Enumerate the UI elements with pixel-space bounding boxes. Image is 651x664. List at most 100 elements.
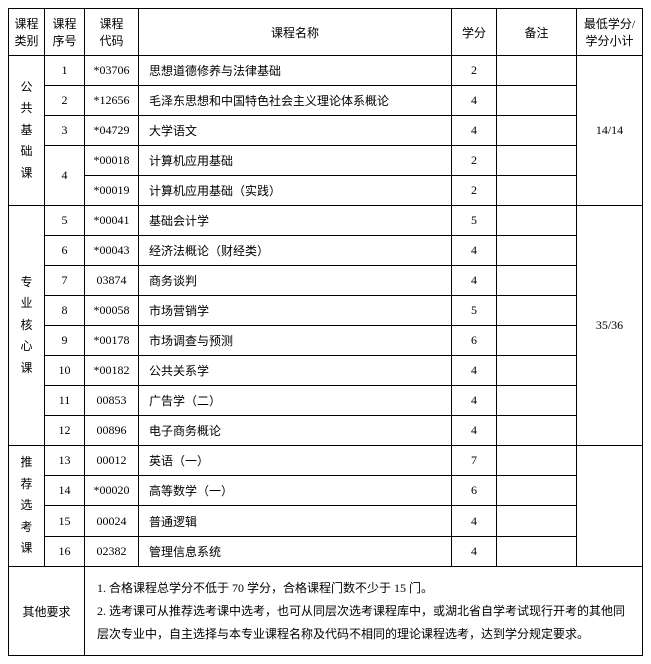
table-row: 15 00024 普通逻辑 4 (9, 506, 643, 536)
cell-credit: 2 (452, 146, 497, 176)
cell-code: 00896 (85, 416, 139, 446)
cell-remark (497, 476, 577, 506)
cell-seq: 4 (45, 146, 85, 206)
cell-remark (497, 506, 577, 536)
cell-code: *00058 (85, 296, 139, 326)
cell-remark (497, 206, 577, 236)
cell-credit: 5 (452, 296, 497, 326)
cell-code: 00012 (85, 446, 139, 476)
cell-remark (497, 266, 577, 296)
header-category: 课程 类别 (9, 9, 45, 56)
cell-remark (497, 446, 577, 476)
cell-code: 03874 (85, 266, 139, 296)
cell-name: 经济法概论（财经类） (139, 236, 452, 266)
cell-code: *00182 (85, 356, 139, 386)
cell-credit: 7 (452, 446, 497, 476)
cell-credit: 4 (452, 116, 497, 146)
cell-code: 00024 (85, 506, 139, 536)
cell-remark (497, 86, 577, 116)
table-row: 16 02382 管理信息系统 4 (9, 536, 643, 566)
cell-seq: 16 (45, 536, 85, 566)
other-requirements-row: 其他要求 1. 合格课程总学分不低于 70 学分，合格课程门数不少于 15 门。… (9, 566, 643, 655)
table-row: 10 *00182 公共关系学 4 (9, 356, 643, 386)
cell-seq: 15 (45, 506, 85, 536)
table-row: 6 *00043 经济法概论（财经类） 4 (9, 236, 643, 266)
cell-name: 公共关系学 (139, 356, 452, 386)
cell-remark (497, 386, 577, 416)
cell-remark (497, 296, 577, 326)
cell-name: 市场营销学 (139, 296, 452, 326)
cell-code: *00041 (85, 206, 139, 236)
cell-seq: 10 (45, 356, 85, 386)
cell-credit: 4 (452, 536, 497, 566)
table-row: 公共基础课 1 *03706 思想道德修养与法律基础 2 14/14 (9, 56, 643, 86)
other-label: 其他要求 (9, 566, 85, 655)
cell-remark (497, 176, 577, 206)
cell-seq: 13 (45, 446, 85, 476)
cell-remark (497, 146, 577, 176)
cell-remark (497, 56, 577, 86)
cell-name: 电子商务概论 (139, 416, 452, 446)
header-name: 课程名称 (139, 9, 452, 56)
cell-code: 02382 (85, 536, 139, 566)
cell-seq: 6 (45, 236, 85, 266)
other-content: 1. 合格课程总学分不低于 70 学分，合格课程门数不少于 15 门。 2. 选… (85, 566, 643, 655)
cell-credit: 2 (452, 56, 497, 86)
cell-credit: 4 (452, 266, 497, 296)
cell-credit: 4 (452, 86, 497, 116)
header-subtotal: 最低学分/ 学分小计 (577, 9, 643, 56)
cell-remark (497, 236, 577, 266)
header-seq: 课程 序号 (45, 9, 85, 56)
cell-code: *03706 (85, 56, 139, 86)
header-code: 课程 代码 (85, 9, 139, 56)
cell-seq: 8 (45, 296, 85, 326)
cell-seq: 2 (45, 86, 85, 116)
header-row: 课程 类别 课程 序号 课程 代码 课程名称 学分 备注 最低学分/ 学分小计 (9, 9, 643, 56)
table-row: *00019 计算机应用基础（实践） 2 (9, 176, 643, 206)
cell-name: 大学语文 (139, 116, 452, 146)
cell-remark (497, 326, 577, 356)
table-row: 推荐选考课 13 00012 英语（一） 7 (9, 446, 643, 476)
cell-code: *00018 (85, 146, 139, 176)
cell-remark (497, 416, 577, 446)
cell-name: 管理信息系统 (139, 536, 452, 566)
cell-seq: 1 (45, 56, 85, 86)
cell-remark (497, 536, 577, 566)
cell-credit: 4 (452, 356, 497, 386)
subtotal-elective (577, 446, 643, 567)
cell-seq: 9 (45, 326, 85, 356)
table-row: 9 *00178 市场调查与预测 6 (9, 326, 643, 356)
table-row: 专业核心课 5 *00041 基础会计学 5 35/36 (9, 206, 643, 236)
cell-code: *00019 (85, 176, 139, 206)
cell-seq: 11 (45, 386, 85, 416)
cell-name: 高等数学（一） (139, 476, 452, 506)
cell-code: 00853 (85, 386, 139, 416)
table-row: 2 *12656 毛泽东思想和中国特色社会主义理论体系概论 4 (9, 86, 643, 116)
cell-name: 普通逻辑 (139, 506, 452, 536)
table-row: 11 00853 广告学（二） 4 (9, 386, 643, 416)
course-table: 课程 类别 课程 序号 课程 代码 课程名称 学分 备注 最低学分/ 学分小计 … (8, 8, 643, 656)
cell-name: 广告学（二） (139, 386, 452, 416)
subtotal-public: 14/14 (577, 56, 643, 206)
cell-seq: 5 (45, 206, 85, 236)
cell-code: *00178 (85, 326, 139, 356)
cell-code: *00020 (85, 476, 139, 506)
cell-credit: 6 (452, 476, 497, 506)
cell-remark (497, 356, 577, 386)
cell-credit: 2 (452, 176, 497, 206)
cell-code: *04729 (85, 116, 139, 146)
cell-code: *00043 (85, 236, 139, 266)
cell-name: 英语（一） (139, 446, 452, 476)
cell-name: 市场调查与预测 (139, 326, 452, 356)
cell-name: 商务谈判 (139, 266, 452, 296)
header-credit: 学分 (452, 9, 497, 56)
table-row: 3 *04729 大学语文 4 (9, 116, 643, 146)
table-row: 12 00896 电子商务概论 4 (9, 416, 643, 446)
cell-name: 计算机应用基础（实践） (139, 176, 452, 206)
cell-remark (497, 116, 577, 146)
category-core: 专业核心课 (9, 206, 45, 446)
cell-credit: 4 (452, 236, 497, 266)
category-public: 公共基础课 (9, 56, 45, 206)
table-row: 4 *00018 计算机应用基础 2 (9, 146, 643, 176)
cell-name: 思想道德修养与法律基础 (139, 56, 452, 86)
